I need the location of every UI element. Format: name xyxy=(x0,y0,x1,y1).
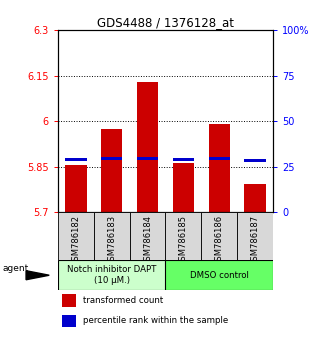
Bar xyxy=(237,212,273,260)
Text: GSM786187: GSM786187 xyxy=(251,215,260,266)
Bar xyxy=(137,82,158,212)
Bar xyxy=(173,158,194,161)
Bar xyxy=(101,129,122,212)
Text: DMSO control: DMSO control xyxy=(190,271,249,280)
Bar xyxy=(244,183,266,212)
Text: GSM786185: GSM786185 xyxy=(179,215,188,266)
Bar xyxy=(244,159,266,162)
Bar xyxy=(166,212,201,260)
Bar xyxy=(137,157,158,160)
Bar xyxy=(62,315,76,327)
Bar xyxy=(58,260,166,290)
Bar xyxy=(173,163,194,212)
Polygon shape xyxy=(26,271,49,280)
Text: agent: agent xyxy=(3,264,29,273)
Bar xyxy=(130,212,166,260)
Title: GDS4488 / 1376128_at: GDS4488 / 1376128_at xyxy=(97,16,234,29)
Bar xyxy=(58,212,94,260)
Text: transformed count: transformed count xyxy=(83,296,163,305)
Text: GSM786183: GSM786183 xyxy=(107,215,116,266)
Bar xyxy=(209,124,230,212)
Bar xyxy=(62,295,76,307)
Bar xyxy=(209,158,230,160)
Bar xyxy=(201,212,237,260)
Text: GSM786184: GSM786184 xyxy=(143,215,152,266)
Bar xyxy=(65,165,87,212)
Bar xyxy=(166,260,273,290)
Text: percentile rank within the sample: percentile rank within the sample xyxy=(83,316,228,325)
Text: GSM786186: GSM786186 xyxy=(215,215,224,266)
Bar xyxy=(65,158,87,161)
Bar xyxy=(101,158,122,160)
Text: Notch inhibitor DAPT
(10 μM.): Notch inhibitor DAPT (10 μM.) xyxy=(67,265,157,285)
Text: GSM786182: GSM786182 xyxy=(71,215,80,266)
Bar xyxy=(94,212,130,260)
